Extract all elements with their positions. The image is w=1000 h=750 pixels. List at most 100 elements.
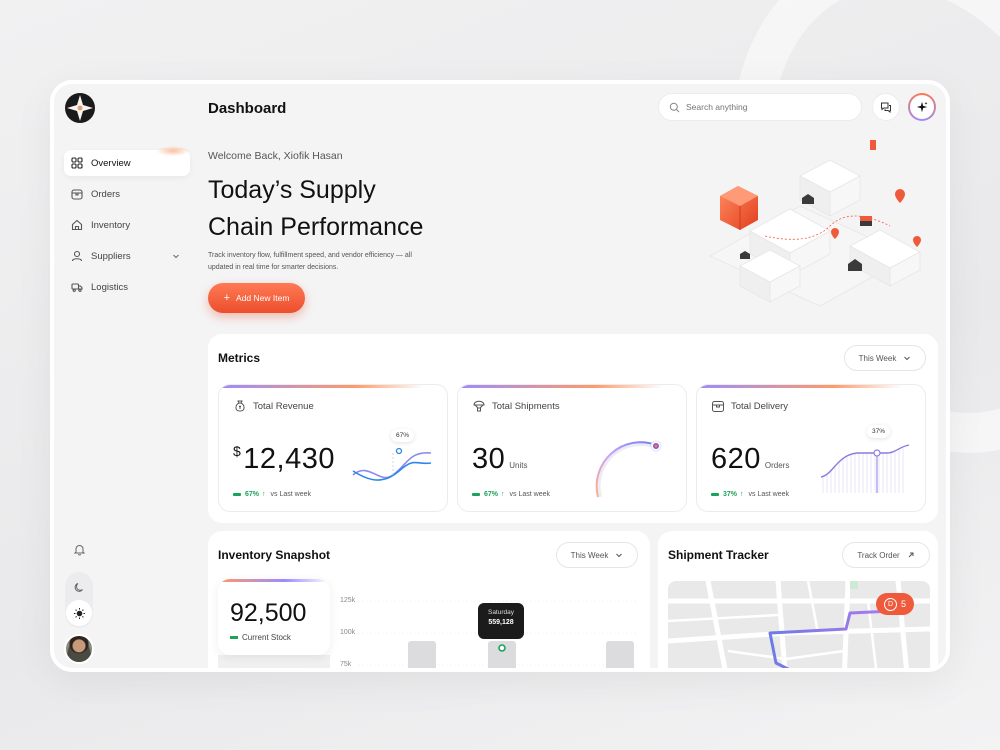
sidebar-item-label: Inventory [91, 219, 131, 231]
metric-number: 620 [711, 443, 761, 475]
sidebar-item-inventory[interactable]: Inventory [64, 212, 190, 238]
metric-label: Total Revenue [253, 401, 314, 412]
metrics-title: Metrics [218, 351, 261, 365]
box-icon [712, 401, 724, 412]
metric-card-shipments[interactable]: Total Shipments 30 Units 67% ↑ vs Last we… [457, 384, 687, 512]
inventory-title: Inventory Snapshot [218, 548, 331, 562]
currency-symbol: $ [233, 443, 242, 459]
add-new-item-label: Add New Item [236, 293, 290, 303]
delivery-pin[interactable]: D 5 [876, 593, 914, 615]
ai-assistant-button[interactable] [908, 93, 936, 121]
metric-label: Total Delivery [731, 401, 789, 412]
y-tick: 125k [340, 597, 356, 604]
sidebar: Overview Orders Inventory Suppliers Logi… [54, 84, 202, 668]
pin-count: 5 [900, 599, 906, 609]
chevron-down-icon [173, 254, 179, 259]
notification-button[interactable] [66, 536, 92, 562]
grid-icon [71, 157, 83, 169]
dark-mode-button[interactable] [66, 574, 92, 600]
delta-percent: 67% [245, 491, 260, 498]
metrics-card: Metrics This Week Total Revenue $12,430 … [208, 334, 938, 523]
supply-chain-illustration [709, 140, 921, 307]
avatar[interactable] [64, 634, 94, 664]
messages-button[interactable] [872, 93, 900, 121]
delta-note: vs Last week [270, 491, 311, 498]
box-icon [71, 189, 83, 200]
moon-icon [74, 582, 83, 592]
delivery-badge: 37% [867, 425, 891, 438]
arrow-up-right-icon [908, 552, 914, 558]
sidebar-item-orders[interactable]: Orders [64, 181, 190, 207]
metric-unit: Units [509, 461, 528, 470]
metrics-period-label: This Week [858, 353, 897, 363]
delivery-sparkline [820, 444, 910, 493]
bell-icon [73, 544, 85, 555]
search-bar[interactable] [658, 93, 862, 121]
tooltip-value: 559,128 [488, 619, 514, 626]
metric-delta: 67% ↑ vs Last week [233, 491, 311, 498]
revenue-sparkline [352, 447, 432, 481]
plus-icon: + [223, 292, 231, 304]
sparkle-icon [916, 101, 928, 113]
metric-number: 30 [472, 443, 506, 475]
metrics-period-select[interactable]: This Week [844, 345, 926, 371]
sidebar-item-label: Orders [91, 188, 121, 200]
truck-icon [71, 283, 83, 292]
hero-title: Today’s Supply Chain Performance [208, 172, 498, 246]
sidebar-item-suppliers[interactable]: Suppliers [64, 243, 190, 269]
search-input[interactable] [686, 102, 846, 112]
revenue-badge: 67% [391, 429, 415, 442]
inventory-snapshot-card: Inventory Snapshot This Week 92,500 Curr… [208, 531, 650, 668]
arrow-up-icon: ↑ [501, 491, 505, 498]
metric-delta: 67% ↑ vs Last week [472, 491, 550, 498]
stock-label-text: Current Stock [242, 633, 291, 642]
stock-value: 92,500 [230, 599, 307, 627]
track-order-label: Track Order [857, 550, 900, 560]
metric-card-revenue[interactable]: Total Revenue $12,430 67% ↑ vs Last week… [218, 384, 448, 512]
page-title: Dashboard [208, 100, 287, 117]
metric-value: 620 Orders [711, 443, 789, 476]
delta-percent: 37% [723, 491, 738, 498]
sun-icon [73, 607, 85, 619]
metric-card-delivery[interactable]: Total Delivery 620 Orders 37% ↑ vs Last w… [696, 384, 926, 512]
track-order-button[interactable]: Track Order [842, 542, 930, 568]
user-icon [71, 250, 83, 262]
metric-value: $12,430 [233, 443, 335, 476]
search-icon [669, 102, 680, 112]
stock-box-shadow [218, 655, 330, 668]
metric-value: 30 Units [472, 443, 528, 476]
parachute-box-icon [473, 400, 485, 412]
delta-marker [233, 493, 241, 496]
delta-note: vs Last week [509, 491, 550, 498]
app-window: Overview Orders Inventory Suppliers Logi… [50, 80, 950, 672]
inventory-period-select[interactable]: This Week [556, 542, 638, 568]
stock-marker [230, 636, 238, 639]
chat-icon [881, 102, 891, 113]
shipment-title: Shipment Tracker [668, 548, 769, 562]
sidebar-item-label: Suppliers [91, 250, 131, 262]
metric-label: Total Shipments [492, 401, 560, 412]
money-bag-icon [235, 400, 245, 412]
sidebar-item-label: Overview [91, 157, 131, 169]
welcome-text: Welcome Back, Xiofik Hasan [208, 150, 343, 162]
shipment-tracker-card: Shipment Tracker Track Order [658, 531, 938, 668]
logo-icon [65, 93, 95, 123]
add-new-item-button[interactable]: + Add New Item [208, 283, 305, 313]
light-mode-button[interactable] [66, 600, 92, 626]
metric-delta: 37% ↑ vs Last week [711, 491, 789, 498]
hero-description: Track inventory flow, fulfillment speed,… [208, 252, 412, 271]
y-tick: 75k [340, 661, 352, 668]
y-tick: 100k [340, 629, 356, 636]
sidebar-item-logistics[interactable]: Logistics [64, 274, 190, 300]
chart-tooltip: Saturday 559,128 [478, 603, 524, 639]
shipments-arc-gauge [595, 440, 662, 498]
stock-label: Current Stock [230, 633, 291, 642]
metric-number: 12,430 [243, 443, 335, 475]
chevron-down-icon [616, 553, 623, 558]
inventory-period-label: This Week [570, 550, 609, 560]
delta-percent: 67% [484, 491, 499, 498]
home-icon [71, 219, 83, 231]
sidebar-item-overview[interactable]: Overview [64, 146, 190, 176]
arrow-up-icon: ↑ [740, 491, 744, 498]
tooltip-day: Saturday [487, 609, 515, 616]
